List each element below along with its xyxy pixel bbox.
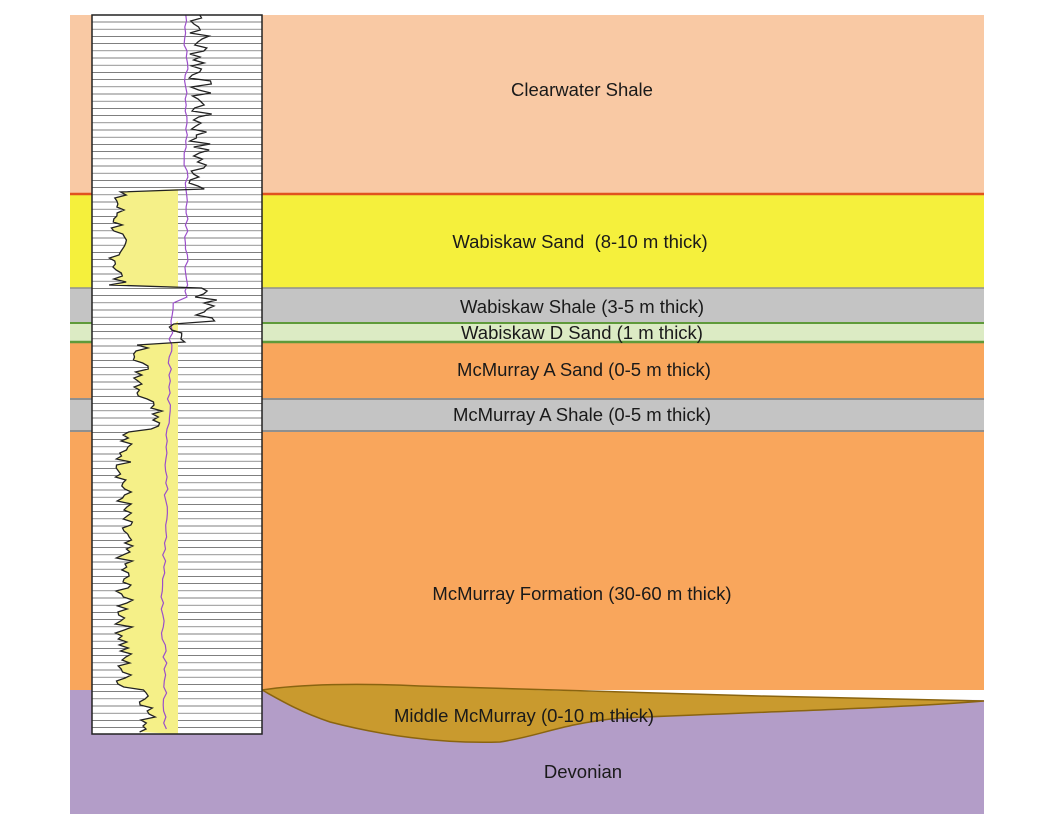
label-wabiskaw-sand: Wabiskaw Sand (8-10 m thick)	[452, 231, 707, 252]
secondary-log-curve	[160, 14, 189, 730]
label-clearwater-shale: Clearwater Shale	[511, 79, 653, 100]
gamma-ray-curve	[107, 14, 217, 733]
log-track-border	[91, 14, 263, 735]
devonian-layer	[70, 690, 984, 814]
label-devonian: Devonian	[544, 761, 622, 782]
label-mcmurray-a-sand: McMurray A Sand (0-5 m thick)	[457, 359, 711, 380]
middle-mcmurray-lens	[259, 683, 985, 744]
wabiskaw-d-sand-layer	[70, 323, 984, 342]
layer-labels: Clearwater Shale Wabiskaw Sand (8-10 m t…	[394, 79, 732, 782]
label-wabiskaw-d-sand: Wabiskaw D Sand (1 m thick)	[461, 322, 703, 343]
label-middle-mcmurray: Middle McMurray (0-10 m thick)	[394, 705, 654, 726]
label-wabiskaw-shale: Wabiskaw Shale (3-5 m thick)	[460, 296, 704, 317]
label-mcmurray-a-shale: McMurray A Shale (0-5 m thick)	[453, 404, 711, 425]
well-log	[91, 14, 263, 735]
label-mcmurray-formation: McMurray Formation (30-60 m thick)	[432, 583, 731, 604]
